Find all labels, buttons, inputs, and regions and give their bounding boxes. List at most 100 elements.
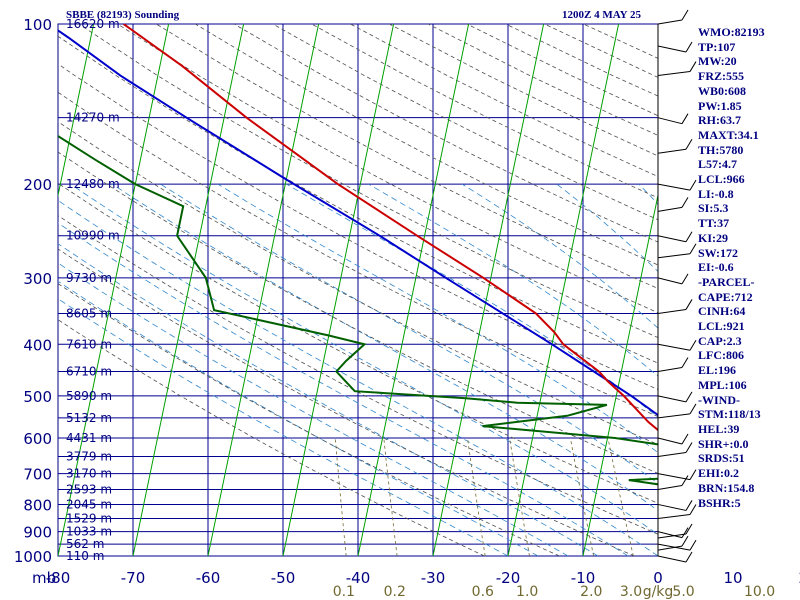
- moist-adiabat-line: [58, 243, 599, 556]
- moist-adiabat-line: [217, 183, 658, 454]
- isotherm-line: [357, 24, 470, 556]
- stat-item: SW:172: [698, 245, 739, 260]
- dewpoint-trace-line: [58, 134, 658, 486]
- wind-barb-flag: [689, 61, 697, 72]
- wind-barb-shaft: [657, 45, 687, 53]
- isotherms: [0, 24, 658, 567]
- wind-barb-flag: [689, 403, 697, 415]
- temperature-tick-label: -60: [196, 569, 221, 587]
- wind-barb-flag: [689, 539, 697, 551]
- dry-adiabat-line: [58, 121, 658, 446]
- mixing-ratio-line: [607, 437, 634, 556]
- temperature-tick-label: -50: [271, 569, 296, 587]
- moist-adiabat-line: [58, 199, 658, 556]
- temperature-tick-label: 20: [798, 569, 800, 587]
- stat-item: L57:4.7: [698, 157, 737, 172]
- wind-barb-flag: [685, 500, 693, 511]
- mixing-ratio-unit-label: g/kg: [643, 584, 674, 600]
- stat-item: KI:29: [698, 230, 728, 245]
- temperature-trace-line: [123, 24, 658, 432]
- wind-barb-shaft: [657, 395, 687, 403]
- mixing-ratio-tick-label: 10.0: [744, 584, 775, 600]
- wind-barb-shaft: [657, 367, 683, 373]
- stat-item: WB0:608: [698, 83, 746, 98]
- stat-item: LCL:966: [698, 172, 745, 187]
- pressure-tick-label: 200: [23, 176, 52, 194]
- isotherm-line: [58, 24, 170, 556]
- wind-barb-flag: [689, 179, 697, 191]
- dry-adiabat-line: [58, 182, 658, 504]
- stat-item: PW:1.85: [698, 98, 742, 113]
- wind-barb-flag: [681, 9, 689, 21]
- dry-adiabat-line: [58, 91, 658, 418]
- height-label: 1033 m: [66, 525, 112, 539]
- wind-barb-flag: [681, 273, 689, 285]
- wind-barb-shaft: [657, 148, 687, 154]
- wind-barb-shaft: [657, 19, 683, 25]
- dry-adiabat-line: [58, 35, 658, 364]
- dry-adiabat-line: [58, 319, 485, 556]
- mixing-ratio-tick-label: 0.2: [384, 584, 406, 600]
- height-label: 5890 m: [66, 389, 112, 403]
- wind-barb-flag: [689, 243, 697, 254]
- stat-item: SHR+:0.0: [698, 436, 749, 451]
- stat-item: CAPE:712: [698, 289, 753, 304]
- wind-barb-shaft: [657, 253, 691, 259]
- stat-item: EI:-0.6: [698, 260, 734, 275]
- temperature-tick-label: -70: [121, 569, 146, 587]
- height-label: 14270 m: [66, 111, 120, 125]
- wind-barb-shaft: [657, 308, 687, 314]
- wind-barb-flag: [681, 535, 689, 547]
- stat-item: TP:107: [698, 39, 736, 54]
- temperature-tick-label: -80: [46, 569, 71, 587]
- wind-barb-shaft: [657, 545, 683, 551]
- pressure-tick-label: 1000: [14, 548, 52, 566]
- pressure-tick-label: 700: [23, 466, 52, 484]
- stats-panel: WMO:82193 TP:107 MW:20 FRZ:555 WB0:608 PW:1.8…: [698, 25, 798, 510]
- stat-item: MPL:106: [698, 377, 747, 392]
- wind-barb-flag: [681, 433, 689, 445]
- temperature-tick-label: -30: [421, 569, 446, 587]
- wind-barb-shaft: [657, 485, 683, 491]
- dry-adiabat-line: [58, 283, 560, 556]
- moist-adiabat-line: [58, 298, 509, 556]
- temperature-tick-label: -20: [496, 569, 521, 587]
- height-label: 8605 m: [66, 306, 112, 320]
- dry-adiabat-line: [58, 248, 635, 556]
- height-label: 7610 m: [66, 337, 112, 351]
- wind-barb-shaft: [657, 183, 691, 191]
- stat-item: MW:20: [698, 54, 737, 69]
- wind-barb-flag: [689, 504, 697, 515]
- wind-barb-flag: [685, 41, 693, 53]
- height-label: 4431 m: [66, 431, 112, 445]
- stat-item: HEL:39: [698, 421, 740, 436]
- mixing-ratio-line: [467, 437, 486, 556]
- isotherm-line: [0, 24, 19, 567]
- stat-item: BSHR:5: [698, 495, 741, 510]
- stat-item: STM:118/13: [698, 407, 761, 422]
- mixing-ratio-tick-label: 3.0: [620, 584, 642, 600]
- wind-barb-shaft: [657, 206, 683, 212]
- stat-item: SI:5.3: [698, 201, 729, 216]
- wind-barb-shaft: [657, 413, 691, 419]
- wind-barb-shaft: [657, 451, 687, 457]
- isotherm-line: [432, 24, 545, 556]
- pressure-tick-label: 800: [23, 496, 52, 514]
- wind-barb-shaft: [657, 235, 687, 243]
- sounding-time: 1200Z 4 MAY 25: [562, 9, 641, 21]
- moist-adiabat-line: [58, 222, 629, 556]
- wind-barb-flag: [681, 357, 689, 368]
- wind-barb-shaft: [657, 437, 683, 445]
- dry-adiabat-line: [233, 24, 658, 243]
- station-title: SBBE (82193) Sounding: [66, 9, 180, 21]
- stat-item: RH:63.7: [698, 113, 741, 128]
- wind-barb-flag: [685, 523, 693, 535]
- wind-barb-flag: [685, 391, 693, 403]
- stat-item: TT:37: [698, 216, 730, 231]
- wind-barb-shaft: [657, 533, 687, 539]
- dry-adiabat-line: [58, 215, 658, 535]
- stat-item: MAXT:34.1: [698, 127, 759, 142]
- height-label: 2593 m: [66, 483, 112, 497]
